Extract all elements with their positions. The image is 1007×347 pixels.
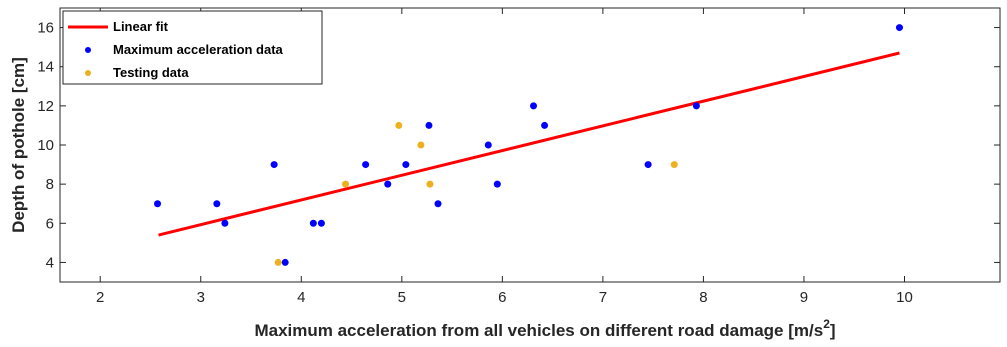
maximum-acceleration-data-point	[530, 102, 538, 110]
maximum-acceleration-data-point	[692, 102, 700, 110]
x-axis-title-superscript: 2	[823, 317, 830, 331]
legend-label-maximum-acceleration-data: Maximum acceleration data	[113, 42, 284, 57]
x-tick-label: 2	[96, 289, 104, 306]
y-tick-label: 16	[37, 20, 54, 37]
y-tick-label: 12	[37, 98, 54, 115]
x-tick-label: 6	[498, 289, 506, 306]
x-tick-label: 4	[297, 289, 305, 306]
legend-swatch-maximum-acceleration-data	[85, 47, 91, 53]
testing-data-point	[670, 161, 678, 169]
x-axis-title: Maximum acceleration from all vehicles o…	[254, 317, 835, 340]
maximum-acceleration-data-point	[541, 121, 549, 129]
y-tick-label: 14	[37, 59, 54, 76]
maximum-acceleration-data-point	[309, 219, 317, 227]
series-layer	[154, 24, 903, 266]
legend-label-testing-data: Testing data	[113, 65, 189, 80]
maximum-acceleration-data-point	[402, 161, 410, 169]
x-tick-label: 3	[197, 289, 205, 306]
maximum-acceleration-data-point	[895, 24, 903, 32]
legend-swatch-testing-data	[85, 70, 91, 76]
legend-label-linear-fit: Linear fit	[113, 19, 169, 34]
testing-data-point	[274, 258, 282, 266]
y-tick-label: 6	[46, 215, 54, 232]
maximum-acceleration-data-point	[270, 161, 278, 169]
x-tick-label: 9	[800, 289, 808, 306]
maximum-acceleration-data-point	[281, 258, 289, 266]
y-axis-title: Depth of pothole [cm]	[9, 57, 28, 233]
maximum-acceleration-data-point	[484, 141, 492, 149]
testing-data-point	[395, 121, 403, 129]
x-axis-title-text: Maximum acceleration from all vehicles o…	[254, 321, 823, 340]
legend: Linear fit Maximum acceleration data Tes…	[62, 10, 323, 85]
maximum-acceleration-data-point	[362, 161, 370, 169]
x-axis: 2 3 4 5 6 7 8 9 10	[96, 8, 913, 306]
maximum-acceleration-data-point	[434, 200, 442, 208]
maximum-acceleration-data-point	[317, 219, 325, 227]
maximum-acceleration-data-point	[644, 161, 652, 169]
x-tick-label: 10	[896, 289, 913, 306]
maximum-acceleration-data-point	[221, 219, 229, 227]
testing-data-point	[426, 180, 434, 188]
testing-data-point	[417, 141, 425, 149]
y-tick-label: 10	[37, 137, 54, 154]
maximum-acceleration-data-point	[425, 121, 433, 129]
y-tick-label: 4	[46, 254, 54, 271]
testing-data-point	[342, 180, 350, 188]
legend-box	[62, 10, 323, 85]
y-axis: 4 6 8 10 12 14 16	[37, 20, 1000, 271]
x-tick-label: 5	[398, 289, 406, 306]
x-tick-label: 7	[599, 289, 607, 306]
maximum-acceleration-data-point	[493, 180, 501, 188]
maximum-acceleration-data-point	[213, 200, 221, 208]
linear-fit-line	[158, 51, 900, 237]
x-tick-label: 8	[699, 289, 707, 306]
x-axis-title-suffix: ]	[830, 321, 836, 340]
y-tick-label: 8	[46, 176, 54, 193]
maximum-acceleration-data-point	[384, 180, 392, 188]
maximum-acceleration-data-point	[154, 200, 162, 208]
